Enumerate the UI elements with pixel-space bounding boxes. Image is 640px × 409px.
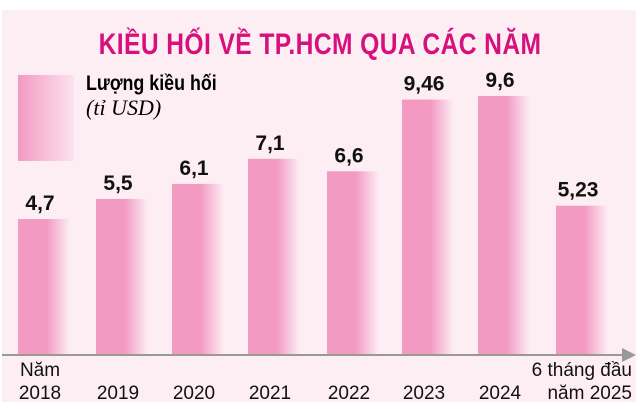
value-label-1: 5,5 [103,172,133,195]
x-tick-label-6: 2024 [479,383,522,404]
x-axis-arrow [622,348,636,362]
bar-6 [478,96,530,354]
bar-7 [556,205,608,354]
chart-title: KIỀU HỐI VỀ TP.HCM QUA CÁC NĂM [98,28,542,61]
x-tick-label-2: 2020 [173,383,215,404]
bar-5 [402,99,454,354]
x-tick-label-7: năm 2025 [547,383,632,404]
bar-3 [248,158,300,354]
value-label-5: 9,46 [404,73,445,96]
x-tick-label-0: Năm [20,360,60,381]
value-label-3: 7,1 [255,132,285,155]
x-tick-label-3: 2021 [249,383,291,404]
bar-2 [172,183,224,354]
bar-0 [18,219,70,354]
value-label-2: 6,1 [179,157,209,180]
legend-swatch [18,75,74,161]
value-label-4: 6,6 [334,144,363,167]
x-tick-label-1: 2019 [97,383,139,404]
bar-4 [327,171,379,354]
value-label-0: 4,7 [25,192,54,215]
value-label-6: 9,6 [485,69,514,92]
legend-label: Lượng kiều hối [86,72,217,95]
x-tick-label-4: 2022 [328,383,370,404]
bar-1 [96,198,148,354]
x-tick-label-0: 2018 [19,383,61,404]
x-tick-label-5: 2023 [403,383,445,404]
legend-unit: (tỉ USD) [86,95,162,120]
value-label-7: 5,23 [558,179,599,202]
x-tick-label-7: 6 tháng đầu [532,360,632,381]
